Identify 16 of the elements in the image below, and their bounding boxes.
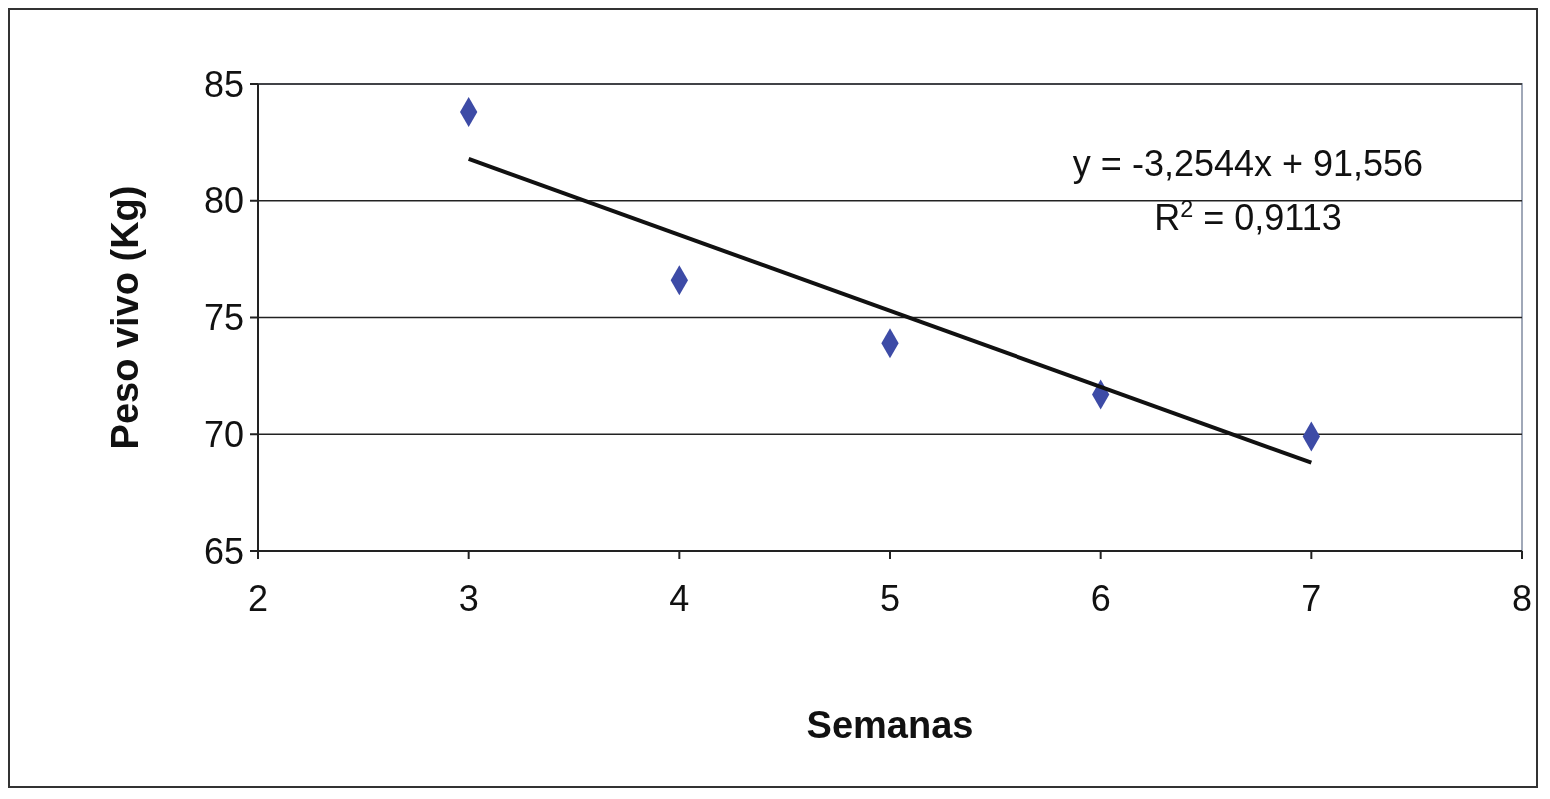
x-axis-title: Semanas (806, 704, 974, 746)
y-tick-label: 80 (203, 180, 244, 222)
y-tick-label: 65 (203, 530, 244, 572)
y-tick-label: 75 (203, 297, 244, 338)
x-tick-label: 4 (669, 578, 690, 619)
x-tick-label: 3 (458, 578, 479, 619)
x-tick-label: 6 (1090, 578, 1111, 619)
y-axis-title: Peso vivo (Kg) (104, 185, 146, 450)
x-tick-label: 5 (879, 578, 901, 619)
annotation: y = -3,2544x + 91,556 (1072, 143, 1424, 184)
y-tick-label: 85 (203, 63, 244, 105)
x-tick-label: 7 (1301, 578, 1322, 619)
y-tick-label: 70 (203, 413, 244, 455)
x-tick-label: 2 (247, 578, 269, 619)
x-tick-label: 8 (1511, 578, 1533, 619)
annotation: R$^{2}$ = 0,9113 (1154, 196, 1342, 238)
